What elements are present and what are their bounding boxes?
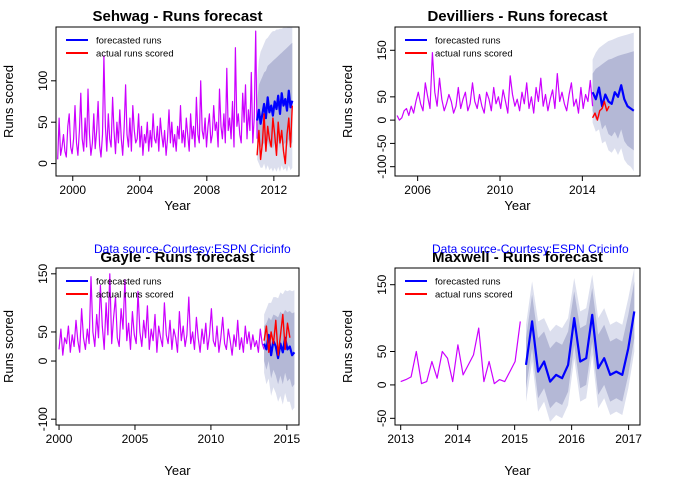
x-tick-label: 2014 bbox=[444, 432, 471, 446]
legend-entry: actual runs scored bbox=[435, 290, 513, 301]
source-note-right: Data source-Courtesy:ESPN Cricinfo bbox=[432, 242, 629, 256]
plot-frame bbox=[55, 267, 300, 426]
y-tick-label: 150 bbox=[375, 40, 389, 60]
y-tick-label: -50 bbox=[375, 409, 389, 427]
y-tick-label: 100 bbox=[36, 70, 50, 90]
y-axis-label: Runs scored bbox=[340, 65, 355, 138]
legend-entry: actual runs scored bbox=[96, 290, 174, 301]
x-tick-label: 2004 bbox=[126, 183, 153, 197]
x-tick-label: 2013 bbox=[387, 432, 414, 446]
actual-runs-line bbox=[591, 100, 610, 121]
x-tick-label: 2014 bbox=[569, 183, 596, 197]
maxwell-forecast-chart: Maxwell - Runs forecast 2013 2014 2015 2016 2… bbox=[340, 249, 642, 478]
y-tick-label: 0 bbox=[36, 160, 50, 167]
x-tick-label: 2008 bbox=[193, 183, 220, 197]
history-runs-line bbox=[57, 30, 258, 160]
x-tick-label: 2010 bbox=[198, 432, 225, 446]
devilliers-forecast-chart: Devilliers - Runs forecast 2006 2010 2014 -1… bbox=[340, 8, 641, 213]
sehwag-forecast-chart: Sehwag - Runs forecast 2000 2004 2008 2012 0 5… bbox=[1, 8, 300, 213]
x-axis-label: Year bbox=[164, 463, 191, 478]
x-tick-label: 2017 bbox=[615, 432, 642, 446]
history-runs-line bbox=[58, 273, 265, 356]
y-tick-label: 0 bbox=[36, 357, 50, 364]
x-tick-label: 2000 bbox=[46, 432, 73, 446]
source-note-left: Data source-Courtesy:ESPN Cricinfo bbox=[94, 242, 291, 256]
y-tick-label: 0 bbox=[375, 116, 389, 123]
chart-title: Gayle - Runs forecast bbox=[100, 249, 254, 266]
x-axis-label: Year bbox=[504, 463, 531, 478]
legend-entry: actual runs scored bbox=[96, 49, 174, 60]
forecasted-runs-line bbox=[256, 89, 294, 125]
x-tick-label: 2015 bbox=[501, 432, 528, 446]
actual-runs-line bbox=[263, 313, 291, 356]
y-tick-label: 150 bbox=[375, 274, 389, 294]
plot-frame bbox=[55, 26, 300, 177]
chart-title: Maxwell - Runs forecast bbox=[432, 249, 603, 266]
plot-frame bbox=[394, 26, 641, 177]
forecasted-runs-line bbox=[591, 84, 635, 112]
legend-entry: actual runs scored bbox=[435, 49, 513, 60]
y-tick-label: 50 bbox=[36, 325, 50, 339]
chart-title: Devilliers - Runs forecast bbox=[427, 8, 607, 25]
legend-entry: forecasted runs bbox=[435, 36, 501, 47]
forecast-band-80 bbox=[526, 281, 635, 409]
x-tick-label: 2005 bbox=[122, 432, 149, 446]
gayle-forecast-chart: Gayle - Runs forecast 2000 2005 2010 2015 -10… bbox=[1, 249, 301, 478]
x-tick-label: 2006 bbox=[404, 183, 431, 197]
x-tick-label: 2016 bbox=[558, 432, 585, 446]
legend-entry: forecasted runs bbox=[96, 277, 162, 288]
y-tick-label: -100 bbox=[36, 407, 50, 431]
history-runs-line bbox=[400, 321, 521, 385]
y-tick-label: 50 bbox=[375, 90, 389, 104]
y-tick-label: -50 bbox=[375, 134, 389, 152]
legend-entry: forecasted runs bbox=[435, 277, 501, 288]
x-tick-label: 2012 bbox=[261, 183, 288, 197]
y-tick-label: 150 bbox=[36, 263, 50, 283]
y-tick-label: 50 bbox=[375, 345, 389, 359]
x-axis-label: Year bbox=[504, 198, 531, 213]
y-tick-label: -100 bbox=[375, 154, 389, 178]
x-axis-label: Year bbox=[164, 198, 191, 213]
x-tick-label: 2000 bbox=[59, 183, 86, 197]
plot-frame bbox=[394, 267, 641, 426]
y-axis-label: Runs scored bbox=[1, 310, 16, 383]
history-runs-line bbox=[396, 51, 594, 121]
y-tick-label: 50 bbox=[36, 115, 50, 129]
actual-runs-line bbox=[256, 105, 293, 165]
y-axis-label: Runs scored bbox=[1, 65, 16, 138]
y-tick-label: 0 bbox=[375, 381, 389, 388]
x-tick-label: 2010 bbox=[487, 183, 514, 197]
chart-title: Sehwag - Runs forecast bbox=[92, 8, 262, 25]
x-tick-label: 2015 bbox=[273, 432, 300, 446]
legend-entry: forecasted runs bbox=[96, 36, 162, 47]
forecast-band-80 bbox=[257, 42, 293, 149]
y-axis-label: Runs scored bbox=[340, 310, 355, 383]
forecasted-runs-line bbox=[524, 311, 636, 383]
